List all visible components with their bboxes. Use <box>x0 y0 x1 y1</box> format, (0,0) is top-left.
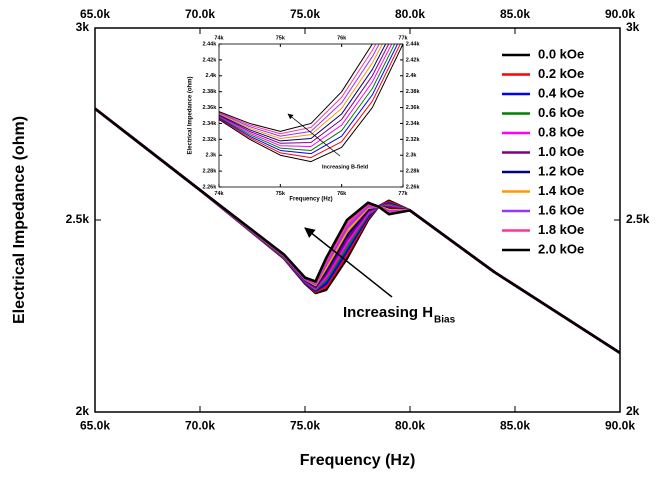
y-tick-label-right: 2.38k <box>406 89 421 95</box>
x-tick-label: 74k <box>214 191 224 197</box>
plot-lines <box>219 44 403 163</box>
x-tick-label-top: 65.0k <box>80 7 110 21</box>
y-tick-label-right: 2.26k <box>406 184 421 190</box>
y-tick-label-right: 2.5k <box>626 212 650 226</box>
legend-label: 1.6 kOe <box>538 202 584 217</box>
y-tick-label-right: 2.3k <box>406 153 418 159</box>
inset-annotation: Increasing B-field <box>322 164 368 170</box>
x-tick-label-top: 70.0k <box>185 7 215 21</box>
series-line <box>219 44 399 155</box>
annotation-subscript: Bias <box>434 315 456 326</box>
legend-label: 2.0 kOe <box>538 241 584 256</box>
y-tick-label-right: 2.32k <box>406 137 421 143</box>
y-tick-label: 2.28k <box>202 169 217 175</box>
x-tick-label: 75k <box>276 191 286 197</box>
annotation-arrow <box>304 227 393 298</box>
annotation: Increasing H <box>343 304 433 321</box>
series-line <box>219 44 401 159</box>
series-line <box>219 44 377 135</box>
x-tick-label: 75.0k <box>290 419 320 433</box>
y-tick-label-right: 2.4k <box>406 73 418 79</box>
x-tick-label-top: 76k <box>337 35 347 41</box>
series-line <box>219 44 393 147</box>
series-line <box>219 44 380 137</box>
y-tick-label: 2.32k <box>202 137 217 143</box>
x-tick-label: 70.0k <box>185 419 215 433</box>
legend-label: 1.0 kOe <box>538 144 584 159</box>
x-tick-label-top: 75k <box>276 35 286 41</box>
x-tick-label: 90.0k <box>605 419 635 433</box>
y-tick-label-right: 2.36k <box>406 105 421 111</box>
series-line <box>219 44 390 144</box>
series-line <box>219 44 387 142</box>
x-tick-label: 65.0k <box>80 419 110 433</box>
legend-label: 0.8 kOe <box>538 124 584 139</box>
inset-x-axis-title: Frequency (Hz) <box>289 197 332 203</box>
y-tick-label: 3k <box>76 20 90 34</box>
x-tick-label-top: 74k <box>214 35 224 41</box>
y-tick-label: 2.44k <box>202 41 217 47</box>
y-tick-label: 2.5k <box>66 212 90 226</box>
legend-label: 1.4 kOe <box>538 183 584 198</box>
inset-y-axis-title: Electrical Impedance (ohm) <box>188 76 194 154</box>
y-tick-label: 2.4k <box>206 73 218 79</box>
y-tick-label-right: 2.44k <box>406 41 421 47</box>
y-tick-label: 2.36k <box>202 105 217 111</box>
y-axis-title: Electrical Impedance (ohm) <box>11 116 28 324</box>
inset-annotation-arrow <box>287 113 341 157</box>
x-tick-label: 76k <box>337 191 347 197</box>
x-tick-label-top: 75.0k <box>290 7 320 21</box>
series-line <box>219 44 373 132</box>
plot-frame <box>218 43 404 188</box>
series-line <box>219 44 396 151</box>
y-tick-label-right: 2.34k <box>406 121 421 127</box>
legend-label: 0.6 kOe <box>538 105 584 120</box>
y-tick-label: 2.3k <box>206 153 218 159</box>
x-tick-label-top: 77k <box>398 35 408 41</box>
x-tick-label-top: 90.0k <box>605 7 635 21</box>
y-tick-label: 2.42k <box>202 57 217 63</box>
y-tick-label-right: 2k <box>626 404 640 418</box>
plot-lines <box>95 107 620 354</box>
y-tick-label-right: 2.42k <box>406 57 421 63</box>
legend-label: 0.0 kOe <box>538 46 584 61</box>
series-line <box>219 44 383 140</box>
y-tick-label: 2.38k <box>202 89 217 95</box>
y-tick-label: 2k <box>76 404 90 418</box>
x-axis-title: Frequency (Hz) <box>300 452 416 469</box>
x-tick-label-top: 80.0k <box>395 7 425 21</box>
series-line <box>95 107 620 354</box>
y-tick-label: 2.34k <box>202 121 217 127</box>
legend-label: 0.4 kOe <box>538 85 584 100</box>
y-tick-label-right: 2.28k <box>406 169 421 175</box>
x-tick-label-top: 85.0k <box>500 7 530 21</box>
x-tick-label: 80.0k <box>395 419 425 433</box>
inset-background <box>219 44 403 187</box>
y-tick-label-right: 3k <box>626 20 640 34</box>
legend-label: 1.2 kOe <box>538 163 584 178</box>
legend-label: 0.2 kOe <box>538 66 584 81</box>
series-line <box>219 44 403 163</box>
legend-label: 1.8 kOe <box>538 222 584 237</box>
x-tick-label: 77k <box>398 191 408 197</box>
x-tick-label: 85.0k <box>500 419 530 433</box>
y-tick-label: 2.26k <box>202 184 217 190</box>
